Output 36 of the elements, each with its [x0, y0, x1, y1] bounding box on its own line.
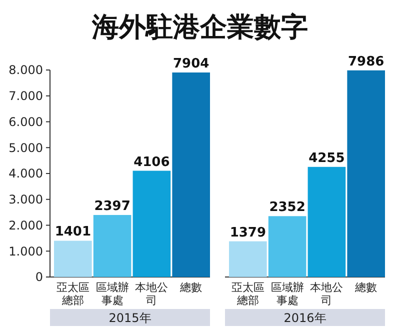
y-tick-label: 1.000	[8, 244, 43, 258]
bar	[347, 70, 385, 277]
y-tick-label: 3.000	[8, 192, 43, 207]
data-label: 1379	[230, 225, 266, 240]
y-tick-label: 0	[35, 270, 43, 284]
data-label: 7904	[172, 56, 210, 72]
x-tick-label: 亞太區總部	[56, 281, 90, 307]
y-tick-label: 2.000	[8, 218, 43, 232]
x-axis-title: 2015年	[108, 311, 152, 325]
data-label: 4255	[308, 150, 345, 166]
bar	[54, 240, 92, 277]
chart-title: 海外駐港企業數字	[91, 12, 308, 43]
bar	[268, 216, 306, 277]
data-label: 2352	[269, 200, 306, 216]
bar	[132, 170, 171, 277]
data-label: 4106	[134, 154, 170, 170]
x-tick-label: 總數	[354, 281, 378, 294]
bar	[308, 166, 346, 277]
y-tick-label: 5.000	[8, 140, 43, 155]
x-tick-label: 亞太區總部	[231, 281, 264, 307]
bar	[172, 72, 210, 277]
bar	[93, 214, 132, 277]
data-label: 1401	[54, 224, 92, 240]
y-tick-label: 4.000	[8, 166, 43, 181]
data-label: 7986	[348, 54, 384, 70]
x-tick-label: 區域辦事處	[96, 281, 129, 307]
x-tick-label: 總數	[179, 281, 202, 294]
x-axis-title: 2016年	[284, 311, 326, 325]
x-tick-label: 區域辦事處	[270, 281, 304, 307]
y-tick-label: 8.000	[8, 63, 43, 78]
data-label: 2397	[94, 198, 130, 214]
bar	[229, 241, 267, 277]
x-tick-label: 本地公司	[135, 281, 168, 307]
y-tick-label: 6.000	[8, 114, 43, 129]
x-tick-label: 本地公司	[310, 281, 344, 307]
y-tick-label: 7.000	[8, 89, 43, 104]
